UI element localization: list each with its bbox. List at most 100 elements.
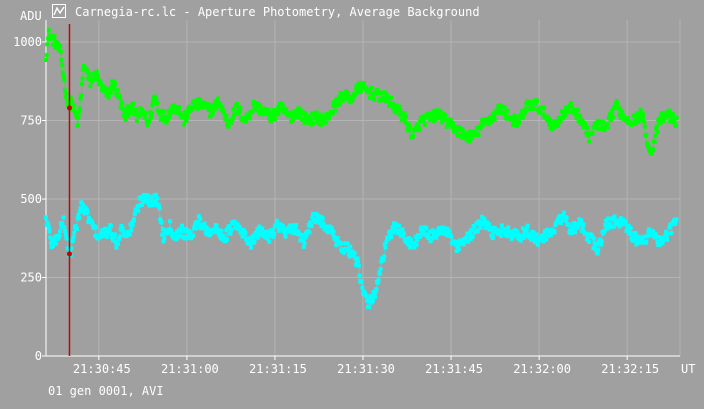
data-point [456,244,461,249]
chart-app-icon[interactable] [52,4,66,18]
data-point [359,279,364,284]
data-point [165,116,170,121]
data-point [614,218,619,223]
data-point [611,114,616,119]
data-point [370,95,375,100]
data-point [579,218,584,223]
data-point [77,110,82,115]
data-point [80,76,85,81]
data-point [454,249,459,253]
data-point [61,215,66,220]
data-point [623,219,628,224]
data-point [625,228,630,232]
data-point [287,113,292,118]
data-point [430,113,435,118]
data-point [558,119,563,124]
data-point [136,208,141,213]
data-point [341,96,346,101]
data-point [458,238,463,243]
data-point [62,225,67,230]
data-point [91,71,96,76]
data-point [84,207,89,212]
data-point [131,102,136,107]
data-point [445,226,450,231]
data-point [267,239,272,244]
data-point [642,119,647,124]
data-point [673,219,678,224]
data-point [563,105,568,110]
data-point [418,234,423,239]
data-point [457,133,462,138]
data-point [485,220,489,225]
data-point [411,134,415,138]
data-point [218,103,223,108]
data-point [161,109,166,114]
data-point [383,90,388,95]
data-point [308,117,313,122]
data-point [387,231,392,236]
data-point [46,28,51,33]
data-point [78,96,83,101]
data-point [251,99,256,104]
data-point [159,220,164,225]
data-point [580,225,585,230]
data-point [423,122,427,127]
data-point [674,217,679,222]
data-point [580,119,585,124]
data-point [77,215,82,220]
data-point [90,221,95,226]
data-point [109,232,114,237]
data-point [449,119,454,124]
x-tick-label: 21:31:45 [425,362,483,376]
data-point [467,234,472,239]
data-point [77,209,82,214]
data-point [547,122,551,127]
data-point [130,223,135,228]
x-tick-label: 21:32:00 [513,362,571,376]
data-point [115,88,120,93]
data-point [251,102,256,106]
cursor-marker [66,105,72,111]
data-point [294,111,299,116]
data-point [618,116,623,121]
data-point [406,128,411,133]
data-point [291,223,296,228]
data-point [325,230,330,235]
data-point [110,236,115,240]
data-point [58,229,63,234]
data-point [489,233,494,238]
data-point [316,113,321,118]
data-point [221,234,226,239]
data-point [214,224,219,229]
data-point [347,100,352,105]
data-point [311,121,315,126]
data-point [653,134,658,138]
data-point [449,234,454,239]
data-point [79,82,84,87]
data-point [346,247,351,251]
data-point [617,112,622,117]
data-point [287,229,292,234]
data-point [522,235,527,240]
data-point [223,117,228,122]
data-point [188,230,193,235]
data-point [170,232,175,237]
data-point [619,221,624,226]
data-point [332,102,337,107]
data-point [570,225,575,230]
data-point [566,222,571,227]
data-point [225,237,229,242]
data-point [604,226,609,231]
data-point [601,120,606,125]
data-point [108,86,113,91]
data-point [342,92,347,97]
data-point [270,227,275,232]
data-point [558,221,563,226]
data-point [468,129,473,134]
data-point [615,101,620,105]
data-point [248,242,253,246]
data-point [415,238,420,242]
data-point [546,115,551,120]
time-cursor[interactable] [66,24,72,356]
